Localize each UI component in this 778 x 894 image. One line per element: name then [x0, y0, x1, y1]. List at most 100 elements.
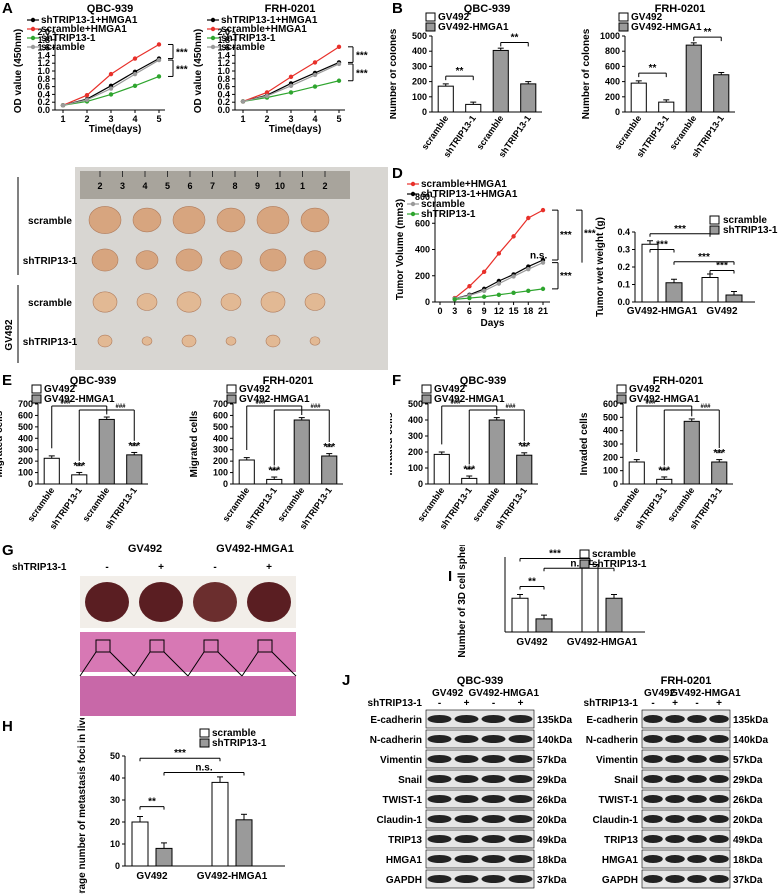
- y-axis-label: Invaded cells: [579, 412, 590, 475]
- bar: [238, 459, 255, 485]
- y-tick-label: 1.0: [37, 66, 50, 76]
- y-tick-label: 200: [213, 456, 228, 466]
- sig-label: **: [148, 797, 156, 808]
- y-tick-label: 0: [28, 479, 33, 489]
- panel-c-tumor-photo: 2 3 4 5 6 7 8 9 10 1 2 GV492-HMGA1 GV492 scramble shTR…: [0, 165, 390, 370]
- protein-label: TWIST-1: [383, 795, 423, 806]
- blot-band: [508, 775, 533, 783]
- tumor: [97, 334, 113, 348]
- sig-label: ***: [268, 465, 280, 476]
- x-category-label: GV492: [136, 871, 168, 882]
- bar: [711, 461, 728, 485]
- blot-band: [481, 875, 506, 883]
- legend-marker: [30, 26, 36, 32]
- ns-label: n.s.: [570, 558, 587, 569]
- bar: [293, 419, 310, 485]
- y-axis-label: Number of 3D cell spheres: [457, 545, 468, 658]
- y-tick-label: 0.2: [37, 97, 50, 107]
- blot-band: [454, 735, 479, 743]
- blot-band: [687, 855, 707, 863]
- zoom-line: [163, 651, 189, 677]
- series-point: [156, 74, 162, 79]
- blot-band: [709, 815, 729, 823]
- blot-band: [709, 855, 729, 863]
- panel-label-e: E: [2, 372, 13, 389]
- sig-label: ***: [356, 68, 368, 79]
- legend-marker: [210, 35, 216, 41]
- sign-label: -: [695, 698, 698, 709]
- legend-entry: shTRIP13-1: [723, 225, 778, 236]
- blot-band: [709, 755, 729, 763]
- legend-entry: shTRIP13-1: [41, 33, 96, 44]
- y-tick-label: 500: [408, 399, 423, 409]
- x-tick-label: 4: [312, 114, 317, 124]
- blot-band: [665, 875, 685, 883]
- liver: [85, 582, 129, 622]
- sig-label: ***: [698, 252, 710, 263]
- bar: [520, 83, 537, 113]
- legend-entry: scramble+HMGA1: [421, 179, 507, 190]
- y-axis-label: Average number of metastasis foci in liv…: [77, 718, 88, 894]
- hash-label: ###: [115, 404, 126, 410]
- zoom-line: [109, 651, 135, 677]
- y-tick-label: 1000: [600, 31, 620, 41]
- ruler-number: 1: [300, 181, 305, 191]
- blot-band: [481, 715, 506, 723]
- he-stain-high: [134, 676, 188, 716]
- blot-band: [665, 775, 685, 783]
- size-label: 29kDa: [733, 775, 763, 786]
- x-category-label: scramble: [26, 485, 57, 523]
- sig-label: **: [649, 63, 657, 74]
- y-tick-label: 0.2: [217, 97, 230, 107]
- panel-label-i: I: [448, 568, 453, 585]
- y-tick-label: 30: [110, 795, 120, 805]
- ruler-number: 9: [255, 181, 260, 191]
- hash-label: ###: [310, 404, 321, 410]
- legend-entry: GV492: [631, 12, 663, 23]
- y-tick-label: 300: [18, 445, 33, 455]
- panel-label-d: D: [392, 165, 403, 182]
- ns-label: n.s.: [195, 763, 212, 774]
- y-tick-label: 200: [603, 452, 618, 462]
- size-label: 140kDa: [537, 735, 572, 746]
- sig-label: ***: [73, 461, 85, 472]
- blot-band: [508, 875, 533, 883]
- bar: [43, 457, 60, 485]
- bar: [683, 420, 700, 485]
- size-label: 20kDa: [537, 815, 567, 826]
- blot-strip: [425, 789, 535, 809]
- y-tick-label: 600: [213, 410, 228, 420]
- y-tick-label: 500: [213, 422, 228, 432]
- sign-label: +: [266, 562, 272, 573]
- zoom-box: [149, 639, 165, 653]
- group-label: GV492: [4, 319, 15, 351]
- blot-band: [427, 855, 452, 863]
- he-stain-high: [188, 676, 242, 716]
- x-category-label: scramble: [81, 485, 112, 523]
- legend-marker: [210, 44, 216, 50]
- blot-strip: [641, 849, 731, 869]
- y-tick-label: 700: [213, 399, 228, 409]
- chart-title: FRH-0201: [653, 375, 704, 387]
- sig-label: ***: [356, 51, 368, 62]
- blot-band: [427, 795, 452, 803]
- blot-band: [643, 755, 663, 763]
- legend-marker: [210, 17, 216, 23]
- hash-label: ###: [255, 400, 266, 406]
- series-point: [481, 269, 487, 275]
- legend-entry: shTRIP13-1+HMGA1: [41, 15, 138, 26]
- legend-swatch: [421, 394, 432, 404]
- series-point: [540, 207, 546, 213]
- row-label: shTRIP13-1: [23, 256, 78, 267]
- blot-band: [709, 735, 729, 743]
- series-point: [156, 57, 162, 63]
- chart-title: FRH-0201: [263, 375, 314, 387]
- legend-swatch: [616, 384, 627, 394]
- series-point: [336, 78, 342, 83]
- blot-strip: [425, 809, 535, 829]
- protein-label: N-cadherin: [586, 735, 638, 746]
- ruler-number: 2: [322, 181, 327, 191]
- tumor: [303, 250, 327, 270]
- x-tick-label: 12: [494, 306, 504, 316]
- row-label: shTRIP13-1: [23, 337, 78, 348]
